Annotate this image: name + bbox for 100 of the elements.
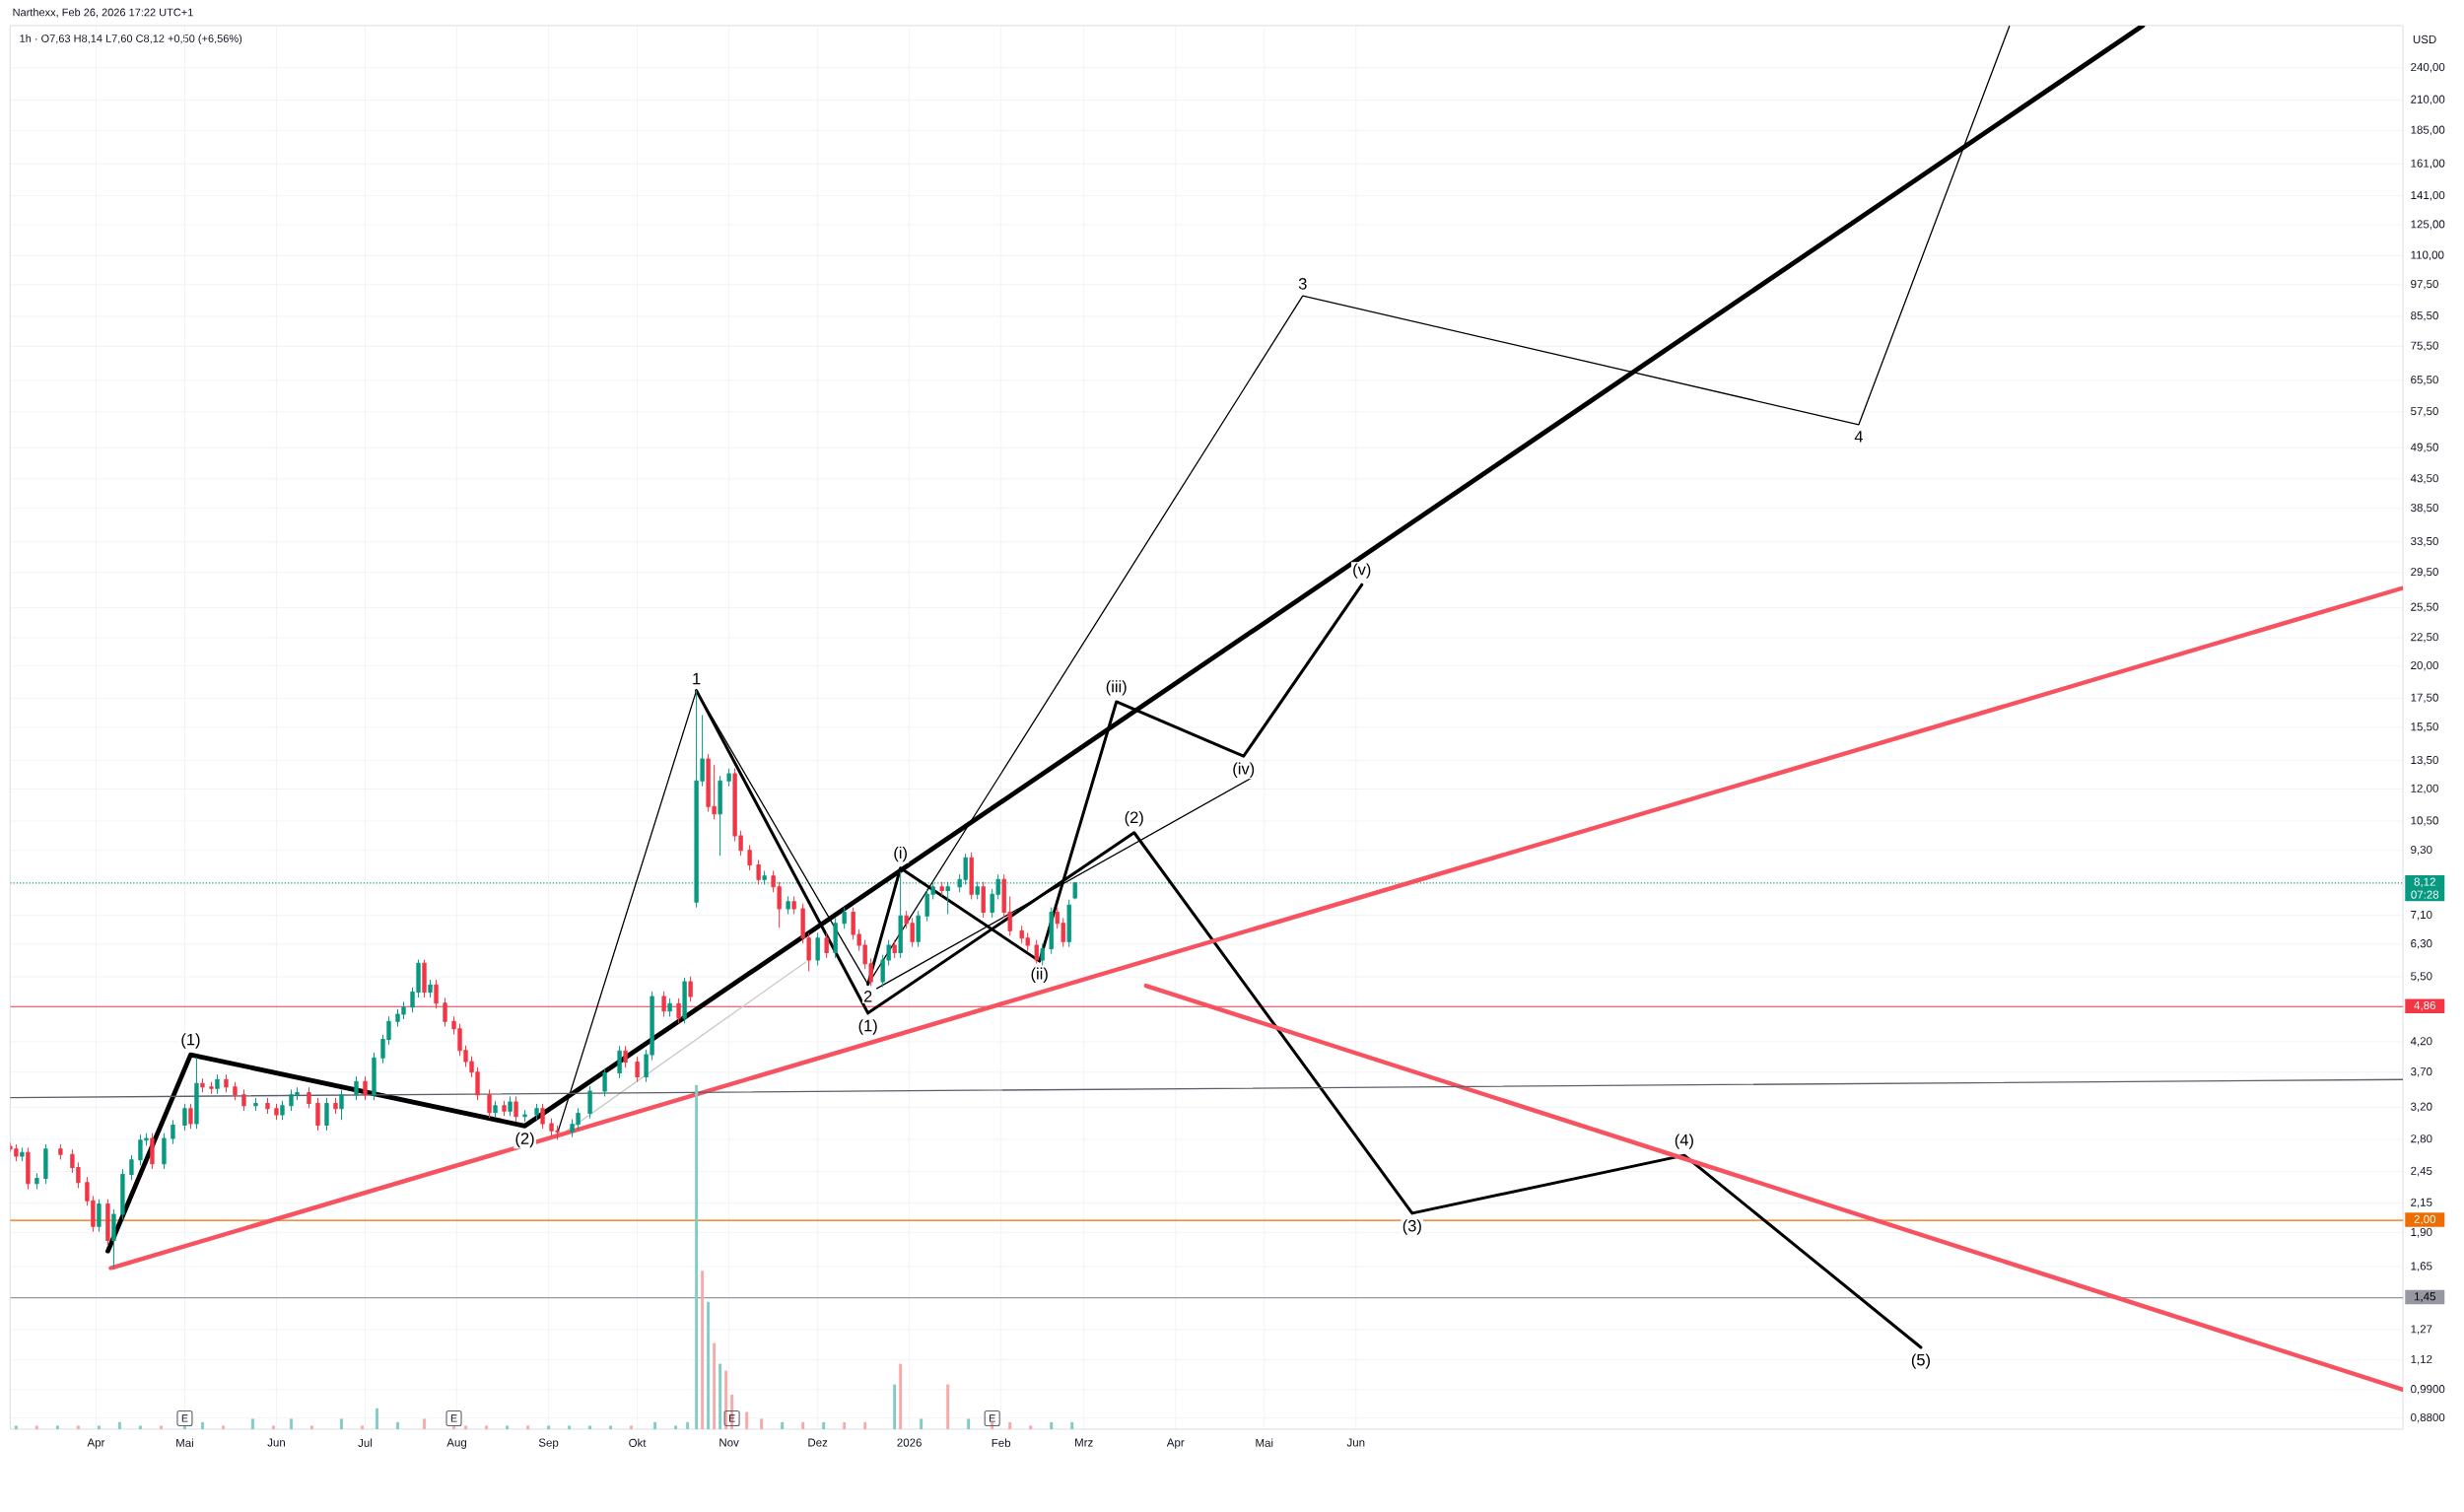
candlestick	[363, 1076, 368, 1101]
annotation: 3	[1298, 277, 1307, 290]
y-tick-label: 1,90	[2411, 1227, 2432, 1238]
annotation: E	[450, 1414, 457, 1422]
bar	[686, 1421, 690, 1429]
annotation: (ii)	[1031, 967, 1048, 983]
annotation: (4)	[1675, 1134, 1693, 1149]
x-tick-label: Apr	[1166, 1438, 1185, 1449]
y-tick-label: 97,50	[2411, 280, 2438, 290]
candlestick	[587, 1085, 592, 1119]
candlestick	[58, 1143, 63, 1160]
candlestick	[333, 1097, 338, 1114]
candlestick	[171, 1120, 175, 1144]
candlestick	[623, 1046, 628, 1068]
annotation: (2)	[1125, 810, 1143, 827]
candlestick	[120, 1169, 125, 1220]
candlestick	[969, 852, 974, 900]
y-tick-label: 185,00	[2411, 125, 2445, 136]
annotation: (3)	[1403, 1219, 1421, 1235]
candlestick	[786, 896, 790, 915]
y-tick-label: 141,00	[2411, 190, 2445, 201]
candlestick	[233, 1081, 238, 1101]
candlestick	[815, 932, 820, 966]
candlestick	[34, 1173, 39, 1190]
candlestick	[324, 1097, 329, 1132]
candlestick	[265, 1097, 270, 1114]
annotation: 1	[693, 672, 701, 685]
bar	[719, 1363, 722, 1429]
candlestick	[200, 1078, 205, 1093]
bar	[653, 1421, 657, 1429]
x-tick-label: Mrz	[1075, 1438, 1093, 1447]
annotation: (5)	[1911, 1353, 1930, 1369]
candlestick	[635, 1057, 640, 1082]
ref-line-label: 4,86	[2414, 1000, 2435, 1011]
y-tick-label: 38,50	[2411, 504, 2438, 514]
candlestick	[502, 1100, 507, 1117]
y-tick-label: 1,27	[2411, 1325, 2432, 1335]
candlestick	[315, 1097, 320, 1132]
candlestick	[194, 1057, 199, 1130]
y-tick-label: 110,00	[2411, 250, 2444, 261]
candlestick	[747, 845, 752, 870]
annotation: E	[728, 1414, 735, 1422]
x-tick-label: Sep	[538, 1438, 559, 1449]
y-tick-label: 0,8800	[2411, 1412, 2445, 1423]
y-tick-label: 5,50	[2411, 972, 2432, 982]
bar	[713, 1342, 717, 1429]
y-tick-label: 20,00	[2411, 660, 2438, 671]
annotation: (1)	[858, 1019, 877, 1035]
candlestick	[354, 1076, 359, 1101]
bar	[395, 1421, 400, 1429]
x-tick-label: Nov	[719, 1438, 739, 1447]
candlestick	[540, 1103, 545, 1130]
x-tick-label: Dez	[808, 1438, 828, 1447]
candlestick	[1049, 907, 1054, 954]
x-tick-label: Jul	[358, 1438, 373, 1447]
candlestick	[428, 979, 433, 997]
candlestick	[43, 1143, 48, 1185]
candlestick	[209, 1081, 214, 1094]
annotation: (1)	[181, 1033, 200, 1049]
candlestick	[916, 911, 921, 947]
x-tick-label: Mai	[176, 1438, 193, 1447]
candlestick	[1040, 943, 1045, 966]
y-tick-label: 4,20	[2410, 1037, 2432, 1047]
candlestick	[241, 1089, 246, 1111]
y-tick-label: 75,50	[2411, 341, 2438, 352]
candlestick	[493, 1100, 498, 1118]
y-tick-label: 65,50	[2411, 376, 2438, 385]
x-tick-label: Okt	[629, 1438, 647, 1447]
candlestick	[215, 1074, 220, 1094]
candlestick	[1034, 939, 1039, 964]
candlestick	[688, 976, 693, 1002]
text: 1h · O7,63 H8,14 L7,60 C8,12 +0,50 (+6,56%)	[20, 34, 242, 45]
bar	[707, 1301, 711, 1429]
candlestick	[280, 1100, 285, 1121]
bar	[375, 1408, 379, 1429]
bar	[893, 1384, 897, 1429]
y-tick-label: 2,15	[2411, 1198, 2432, 1208]
bar	[117, 1421, 121, 1429]
candlestick	[14, 1143, 19, 1162]
x-tick-label: Aug	[446, 1438, 467, 1449]
candlestick	[129, 1154, 134, 1181]
y-tick-label: 125,00	[2411, 220, 2445, 230]
y-tick-label: 1,65	[2411, 1262, 2432, 1271]
annotation: E	[181, 1414, 188, 1422]
y-tick-label: 85,50	[2411, 311, 2438, 321]
candlestick	[97, 1199, 102, 1232]
candlestick	[274, 1103, 279, 1121]
y-tick-label: 7,10	[2411, 910, 2432, 921]
x-tick-label: Feb	[992, 1438, 1011, 1447]
bar	[200, 1421, 204, 1429]
y-tick-label: 17,50	[2411, 693, 2438, 704]
y-tick-label: 25,50	[2411, 602, 2438, 613]
bar	[1008, 1421, 1012, 1429]
y-tick-label: 13,50	[2411, 755, 2438, 766]
candlestick	[26, 1147, 31, 1190]
candlestick	[898, 871, 903, 958]
y-tick-label: 33,50	[2411, 536, 2438, 547]
y-tick-label: 2,45	[2411, 1166, 2432, 1177]
candlestick	[339, 1089, 344, 1121]
x-tick-label: Apr	[87, 1438, 105, 1449]
